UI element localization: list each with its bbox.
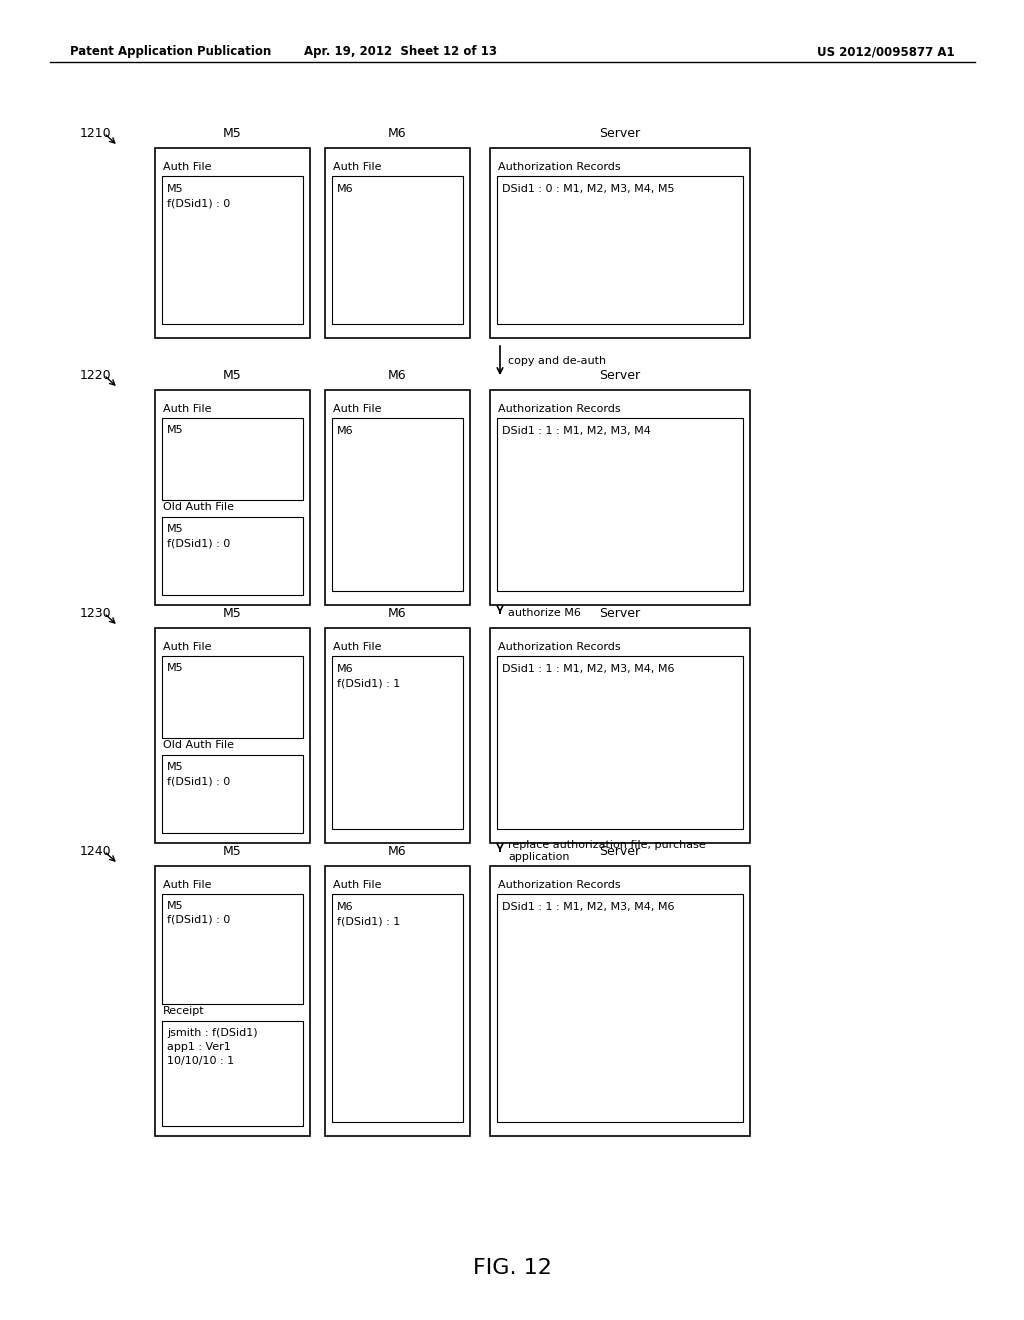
Text: Authorization Records: Authorization Records	[498, 642, 621, 652]
Text: M6: M6	[388, 370, 407, 381]
Text: FIG. 12: FIG. 12	[472, 1258, 552, 1278]
Text: jsmith : f(DSid1)
app1 : Ver1
10/10/10 : 1: jsmith : f(DSid1) app1 : Ver1 10/10/10 :…	[167, 1028, 258, 1067]
Text: replace authorization file, purchase
application: replace authorization file, purchase app…	[508, 841, 706, 862]
Text: Authorization Records: Authorization Records	[498, 404, 621, 414]
Bar	[325, 866, 470, 1137]
Bar	[155, 148, 310, 338]
Bar	[332, 656, 463, 829]
Text: Auth File: Auth File	[333, 642, 382, 652]
Text: M6
f(DSid1) : 1: M6 f(DSid1) : 1	[337, 664, 400, 688]
Text: M6: M6	[388, 127, 407, 140]
Text: Server: Server	[599, 845, 641, 858]
Bar	[497, 418, 743, 591]
Text: US 2012/0095877 A1: US 2012/0095877 A1	[817, 45, 955, 58]
Text: copy and de-auth: copy and de-auth	[508, 355, 606, 366]
Text: M5: M5	[223, 607, 242, 620]
Text: Receipt: Receipt	[163, 1006, 205, 1016]
Text: M5: M5	[167, 663, 183, 673]
Text: DSid1 : 1 : M1, M2, M3, M4, M6: DSid1 : 1 : M1, M2, M3, M4, M6	[502, 902, 675, 912]
Bar	[490, 389, 750, 605]
Bar	[155, 389, 310, 605]
Text: M6: M6	[388, 845, 407, 858]
Bar	[162, 656, 303, 738]
Text: M6
f(DSid1) : 1: M6 f(DSid1) : 1	[337, 902, 400, 927]
Text: M5: M5	[223, 370, 242, 381]
Bar	[332, 894, 463, 1122]
Bar	[490, 866, 750, 1137]
Bar	[155, 628, 310, 843]
Bar	[155, 866, 310, 1137]
Bar	[490, 628, 750, 843]
Text: Auth File: Auth File	[163, 642, 212, 652]
Text: Auth File: Auth File	[333, 880, 382, 890]
Text: DSid1 : 1 : M1, M2, M3, M4, M6: DSid1 : 1 : M1, M2, M3, M4, M6	[502, 664, 675, 675]
Text: 1210: 1210	[80, 127, 112, 140]
Bar	[162, 517, 303, 595]
Bar	[162, 176, 303, 323]
Bar	[497, 176, 743, 323]
Text: M5: M5	[223, 845, 242, 858]
Text: DSid1 : 0 : M1, M2, M3, M4, M5: DSid1 : 0 : M1, M2, M3, M4, M5	[502, 183, 675, 194]
Text: Apr. 19, 2012  Sheet 12 of 13: Apr. 19, 2012 Sheet 12 of 13	[303, 45, 497, 58]
Bar	[497, 656, 743, 829]
Text: M5: M5	[223, 127, 242, 140]
Text: DSid1 : 1 : M1, M2, M3, M4: DSid1 : 1 : M1, M2, M3, M4	[502, 426, 651, 436]
Text: Server: Server	[599, 607, 641, 620]
Text: Auth File: Auth File	[333, 162, 382, 172]
Bar	[325, 148, 470, 338]
Text: Auth File: Auth File	[163, 880, 212, 890]
Text: Old Auth File: Old Auth File	[163, 741, 234, 750]
Text: Server: Server	[599, 127, 641, 140]
Text: M6: M6	[337, 183, 353, 194]
Text: M5
f(DSid1) : 0: M5 f(DSid1) : 0	[167, 183, 230, 209]
Bar	[325, 389, 470, 605]
Text: Patent Application Publication: Patent Application Publication	[70, 45, 271, 58]
Text: authorize M6: authorize M6	[508, 609, 581, 618]
Text: Authorization Records: Authorization Records	[498, 880, 621, 890]
Text: Server: Server	[599, 370, 641, 381]
Bar	[490, 148, 750, 338]
Text: M6: M6	[388, 607, 407, 620]
Bar	[332, 418, 463, 591]
Bar	[162, 894, 303, 1005]
Text: Auth File: Auth File	[163, 404, 212, 414]
Text: Authorization Records: Authorization Records	[498, 162, 621, 172]
Text: M5: M5	[167, 425, 183, 436]
Bar	[162, 755, 303, 833]
Text: M5
f(DSid1) : 0: M5 f(DSid1) : 0	[167, 902, 230, 925]
Bar	[332, 176, 463, 323]
Bar	[162, 418, 303, 500]
Bar	[162, 1020, 303, 1126]
Bar	[325, 628, 470, 843]
Text: Auth File: Auth File	[333, 404, 382, 414]
Text: Auth File: Auth File	[163, 162, 212, 172]
Text: M5
f(DSid1) : 0: M5 f(DSid1) : 0	[167, 762, 230, 785]
Text: M5
f(DSid1) : 0: M5 f(DSid1) : 0	[167, 524, 230, 548]
Text: 1220: 1220	[80, 370, 112, 381]
Text: 1230: 1230	[80, 607, 112, 620]
Text: Old Auth File: Old Auth File	[163, 502, 234, 512]
Bar	[497, 894, 743, 1122]
Text: M6: M6	[337, 426, 353, 436]
Text: 1240: 1240	[80, 845, 112, 858]
